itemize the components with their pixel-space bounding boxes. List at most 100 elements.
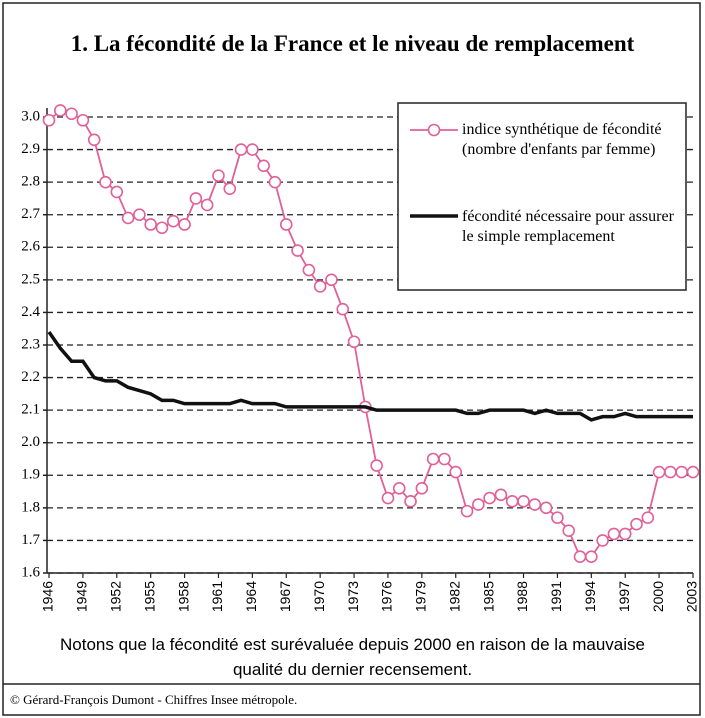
marker — [200, 198, 214, 212]
y-tick-label: 1.9 — [21, 467, 40, 483]
y-tick-label: 2.7 — [21, 206, 40, 222]
marker — [178, 218, 191, 231]
chart-title: 1. La fécondité de la France et le nivea… — [70, 31, 635, 56]
note: Notons que la fécondité est surévaluée d… — [60, 635, 645, 679]
x-tick-label: 1955 — [141, 581, 157, 612]
marker — [155, 221, 169, 235]
x-tick-label: 1997 — [616, 581, 632, 612]
marker — [381, 491, 395, 505]
x-tick-label: 1970 — [311, 581, 327, 612]
marker — [675, 465, 689, 479]
x-tick-label: 1958 — [175, 581, 191, 612]
marker — [234, 143, 248, 156]
marker — [426, 452, 440, 466]
x-tick-label: 1949 — [74, 581, 90, 612]
y-tick-label: 2.8 — [21, 174, 40, 190]
x-tick-label: 1961 — [209, 581, 225, 612]
x-tick-label: 2003 — [684, 581, 700, 612]
marker — [392, 482, 406, 495]
y-tick-label: 2.0 — [21, 434, 40, 450]
legend-marker — [427, 123, 441, 137]
marker — [121, 211, 135, 225]
x-tick-label: 1991 — [548, 581, 564, 612]
marker — [404, 495, 417, 508]
x-tick-label: 1985 — [480, 581, 496, 612]
y-tick-label: 2.6 — [21, 239, 40, 255]
x-tick-label: 1973 — [345, 581, 361, 612]
marker — [336, 302, 350, 316]
marker — [246, 143, 259, 156]
y-tick-label: 1.7 — [21, 532, 40, 548]
marker — [686, 465, 700, 479]
marker — [257, 159, 270, 173]
marker — [652, 465, 666, 479]
marker — [212, 169, 225, 182]
marker — [438, 452, 451, 466]
marker — [460, 504, 474, 518]
marker — [291, 244, 304, 257]
marker — [664, 465, 677, 479]
marker — [42, 113, 56, 127]
marker — [641, 511, 655, 524]
y-tick-label: 2.4 — [21, 304, 40, 320]
marker — [76, 113, 90, 127]
legend-box — [397, 102, 687, 291]
marker — [110, 185, 124, 199]
x-tick-label: 1982 — [446, 581, 462, 612]
marker — [133, 208, 146, 222]
y-tick-label: 2.2 — [21, 369, 40, 385]
marker — [573, 550, 587, 564]
x-tick-label: 1994 — [582, 581, 598, 612]
marker — [630, 517, 643, 531]
marker — [65, 107, 78, 121]
marker — [415, 482, 429, 495]
series-line — [47, 330, 693, 422]
marker — [494, 488, 508, 502]
marker — [99, 175, 112, 189]
y-tick-label: 2.1 — [21, 402, 40, 418]
marker — [144, 218, 157, 231]
source: © Gérard-François Dumont - Chiffres Inse… — [10, 692, 298, 707]
y-tick-label: 1.6 — [21, 564, 40, 580]
marker — [517, 495, 530, 508]
marker — [166, 214, 180, 228]
y-tick-label: 2.5 — [21, 271, 40, 287]
marker — [87, 133, 101, 147]
marker — [223, 182, 237, 195]
marker — [596, 534, 609, 547]
x-tick-label: 1988 — [514, 581, 530, 612]
marker — [607, 527, 621, 541]
marker — [325, 273, 338, 287]
marker — [562, 524, 576, 537]
marker — [370, 459, 383, 472]
marker — [449, 465, 463, 479]
marker — [551, 511, 564, 524]
legend-label: fécondité nécessaire pour assurer le sim… — [462, 208, 674, 245]
x-tick-label: 1964 — [243, 581, 259, 612]
legend-label: indice synthétique de fécondité (nombre … — [462, 121, 662, 158]
x-tick-label: 1946 — [40, 581, 56, 612]
marker — [279, 218, 293, 231]
marker — [189, 192, 203, 205]
x-tick-label: 1952 — [107, 581, 123, 612]
marker — [505, 495, 519, 508]
x-tick-label: 1979 — [413, 581, 429, 612]
marker — [472, 498, 485, 511]
marker — [268, 175, 282, 189]
x-tick-label: 1967 — [277, 581, 293, 612]
marker — [528, 498, 542, 511]
x-tick-label: 1976 — [379, 581, 395, 612]
y-tick-label: 3.0 — [21, 108, 40, 124]
marker — [483, 491, 496, 505]
marker — [585, 550, 598, 564]
marker — [539, 501, 553, 515]
x-tick-label: 2000 — [650, 581, 666, 612]
marker — [313, 280, 327, 293]
marker — [53, 104, 67, 117]
marker — [618, 527, 632, 541]
y-tick-label: 2.3 — [21, 336, 40, 352]
marker — [302, 263, 316, 277]
